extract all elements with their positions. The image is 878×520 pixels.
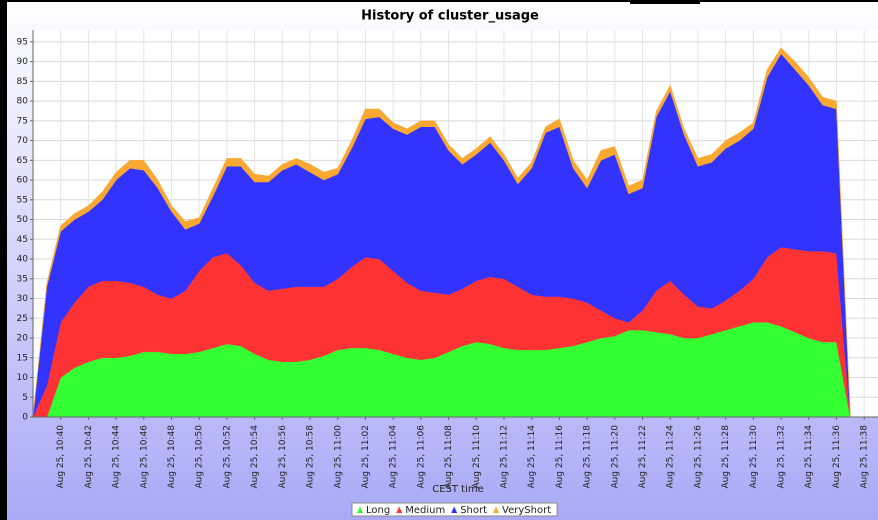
y-tick-label: 90 xyxy=(17,57,29,67)
y-tick-label: 70 xyxy=(17,136,29,146)
x-tick-label: Aug 25, 11:20 xyxy=(610,425,620,489)
x-tick-label: Aug 25, 11:04 xyxy=(389,425,399,489)
chart-title: History of cluster_usage xyxy=(361,9,539,24)
y-tick-label: 40 xyxy=(17,255,29,265)
x-tick-label: Aug 25, 10:40 xyxy=(56,425,66,489)
x-tick-label: Aug 25, 11:24 xyxy=(666,425,676,489)
y-tick-label: 10 xyxy=(17,373,29,383)
x-tick-label: Aug 25, 11:28 xyxy=(721,425,731,489)
y-tick-label: 95 xyxy=(17,37,28,47)
x-tick-label: Aug 25, 11:10 xyxy=(472,425,482,489)
legend-label: Medium xyxy=(405,505,445,516)
y-tick-label: 65 xyxy=(17,156,28,166)
x-tick-label: Aug 25, 11:32 xyxy=(777,425,787,489)
x-tick-label: Aug 25, 10:48 xyxy=(167,425,177,489)
y-tick-label: 80 xyxy=(17,97,29,107)
x-tick-label: Aug 25, 11:22 xyxy=(638,425,648,489)
top-block xyxy=(630,0,700,4)
y-tick-label: 85 xyxy=(17,77,28,87)
legend-marker xyxy=(451,506,458,513)
y-tick-label: 0 xyxy=(22,413,28,423)
legend-marker xyxy=(493,506,500,513)
legend: Long Medium Short VeryShort xyxy=(351,502,558,517)
x-tick-label: Aug 25, 10:54 xyxy=(250,425,260,489)
x-tick-label: Aug 25, 10:46 xyxy=(139,425,149,489)
x-tick-label: Aug 25, 10:56 xyxy=(278,425,288,489)
y-tick-label: 20 xyxy=(17,334,29,344)
y-tick-label: 50 xyxy=(17,215,29,225)
y-tick-label: 75 xyxy=(17,116,28,126)
top-edge xyxy=(0,0,878,2)
y-tick-label: 35 xyxy=(17,274,28,284)
x-tick-label: Aug 25, 11:26 xyxy=(693,425,703,489)
x-tick-label: Aug 25, 10:58 xyxy=(306,425,316,489)
x-tick-label: Aug 25, 10:44 xyxy=(112,425,122,489)
x-tick-label: Aug 25, 11:06 xyxy=(416,425,426,489)
x-tick-label: Aug 25, 10:50 xyxy=(195,425,205,489)
x-tick-label: Aug 25, 11:30 xyxy=(749,425,759,489)
y-tick-label: 60 xyxy=(17,176,29,186)
x-tick-label: Aug 25, 11:34 xyxy=(804,425,814,489)
y-tick-label: 30 xyxy=(17,294,29,304)
y-tick-label: 15 xyxy=(17,353,28,363)
y-tick-label: 5 xyxy=(22,393,28,403)
legend-label: Short xyxy=(460,505,487,516)
x-tick-label: Aug 25, 11:36 xyxy=(832,425,842,489)
x-tick-label: Aug 25, 11:12 xyxy=(499,425,509,489)
left-edge xyxy=(0,0,7,520)
legend-label: VeryShort xyxy=(502,505,551,516)
legend-marker xyxy=(357,506,363,513)
x-tick-label: Aug 25, 11:00 xyxy=(333,425,343,489)
x-tick-label: Aug 25, 11:14 xyxy=(527,425,537,489)
x-tick-label: Aug 25, 10:52 xyxy=(222,425,232,489)
x-tick-label: Aug 25, 11:38 xyxy=(860,425,870,489)
x-tick-label: Aug 25, 11:18 xyxy=(583,425,593,489)
y-tick-label: 55 xyxy=(17,195,28,205)
y-tick-label: 45 xyxy=(17,235,28,245)
x-tick-label: Aug 25, 11:02 xyxy=(361,425,371,489)
legend-marker xyxy=(396,506,403,513)
x-tick-label: Aug 25, 11:08 xyxy=(444,425,454,489)
legend-label: Long xyxy=(366,505,390,516)
x-axis-label: CEST time xyxy=(432,484,484,495)
x-tick-label: Aug 25, 11:16 xyxy=(555,425,565,489)
axes: 0 5 10 15 20 25 30 35 40 45 50 55 60 65 70 75 80 85 90 95 Au… xyxy=(17,30,878,489)
y-tick-label: 25 xyxy=(17,314,28,324)
x-tick-label: Aug 25, 10:42 xyxy=(84,425,94,489)
